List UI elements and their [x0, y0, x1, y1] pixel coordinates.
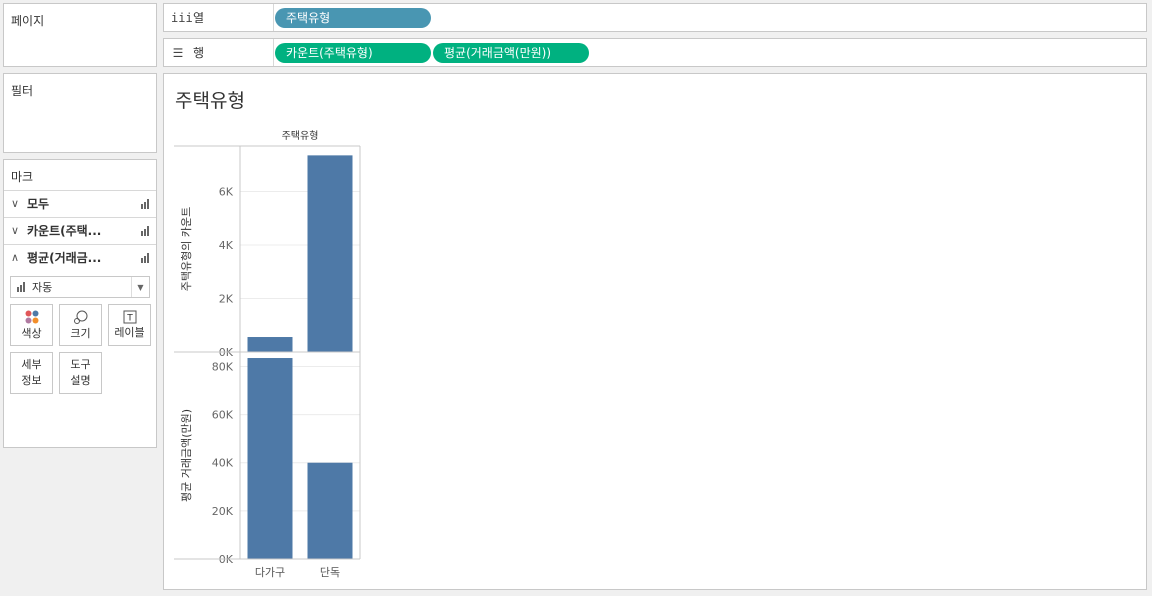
tooltip-button-label-1: 도구: [70, 357, 91, 371]
mark-type-value: 자동: [32, 281, 53, 294]
bar: [247, 337, 293, 352]
y-tick-label: 40K: [212, 457, 234, 470]
x-tick-label: 단독: [320, 566, 340, 579]
mark-type-select[interactable]: 자동 ▼: [10, 276, 150, 298]
columns-shelf-label: iii 열: [164, 4, 274, 31]
marks-card: 마크 ∨ 모두 ∨ 카운트(주택... ∧ 평균(거래금... 자동 ▼ 색상 …: [3, 159, 157, 448]
color-button-label: 색상: [21, 327, 42, 341]
bar: [247, 358, 293, 559]
size-icon: [73, 310, 87, 325]
marks-title: 마크: [11, 170, 34, 184]
marks-row-count[interactable]: ∨ 카운트(주택...: [4, 217, 156, 243]
rows-icon: ☰: [172, 45, 184, 60]
view-title: 주택유형: [175, 90, 245, 112]
tooltip-button[interactable]: 도구 설명: [59, 352, 102, 394]
filters-panel[interactable]: 필터: [3, 73, 157, 153]
columns-shelf[interactable]: iii 열 주택유형: [163, 3, 1147, 32]
y-tick-label: 80K: [212, 360, 234, 373]
rows-shelf[interactable]: ☰ 행 카운트(주택유형) 평균(거래금액(만원)): [163, 38, 1147, 67]
y-tick-label: 6K: [219, 185, 234, 198]
text-label-icon: T: [123, 310, 136, 324]
pages-title: 페이지: [11, 14, 45, 28]
row-pill-count[interactable]: 카운트(주택유형): [275, 43, 431, 63]
svg-text:T: T: [126, 314, 133, 324]
chevron-up-icon: ∧: [11, 251, 20, 264]
chevron-down-icon: ∨: [11, 224, 20, 237]
pages-panel[interactable]: 페이지: [3, 3, 157, 67]
label-button[interactable]: T 레이블: [108, 304, 151, 346]
tooltip-button-label-2: 설명: [70, 373, 91, 387]
y-tick-label: 4K: [219, 239, 234, 252]
marks-row-label: 카운트(주택...: [27, 224, 102, 238]
columns-icon: iii: [171, 10, 193, 25]
marks-row-all[interactable]: ∨ 모두: [4, 190, 156, 216]
chevron-down-icon: ∨: [11, 197, 20, 210]
detail-button-label-2: 정보: [21, 373, 42, 387]
bar: [307, 155, 353, 352]
y-tick-label: 20K: [212, 505, 234, 518]
size-button-label: 크기: [70, 327, 91, 341]
bar-chart-icon: [141, 198, 149, 209]
column-header: 주택유형: [282, 130, 319, 142]
marks-row-label: 평균(거래금...: [27, 251, 102, 265]
x-tick-label: 다가구: [255, 566, 285, 579]
y-tick-label: 60K: [212, 409, 234, 422]
y-tick-label: 2K: [219, 292, 234, 305]
y-axis-label: 주택유형의 카운트: [180, 207, 193, 291]
label-button-label: 레이블: [114, 326, 145, 340]
filters-title: 필터: [11, 84, 34, 98]
bar-chart-icon: [141, 225, 149, 236]
color-dots-icon: [25, 310, 38, 324]
row-pill-average[interactable]: 평균(거래금액(만원)): [433, 43, 589, 63]
bar: [307, 462, 353, 559]
marks-row-average[interactable]: ∧ 평균(거래금...: [4, 244, 156, 270]
detail-button-label-1: 세부: [21, 357, 42, 371]
bar-chart-icon: [17, 282, 25, 292]
bar-chart-icon: [141, 252, 149, 263]
view-area: 주택유형 주택유형 0K 2K 4K 6K 주택유형의 카운트 0K 20K 40K 60K 80…: [163, 73, 1147, 590]
detail-button[interactable]: 세부 정보: [10, 352, 53, 394]
column-pill-housing-type[interactable]: 주택유형: [275, 8, 431, 28]
rows-label: 행: [193, 46, 205, 60]
y-axis-label: 평균 거래금액(만원): [180, 409, 193, 502]
size-button[interactable]: 크기: [59, 304, 102, 346]
marks-row-label: 모두: [27, 197, 50, 211]
dropdown-arrow-icon: ▼: [131, 277, 149, 297]
rows-shelf-label: ☰ 행: [164, 39, 274, 66]
color-button[interactable]: 색상: [10, 304, 53, 346]
columns-label: 열: [193, 11, 205, 25]
